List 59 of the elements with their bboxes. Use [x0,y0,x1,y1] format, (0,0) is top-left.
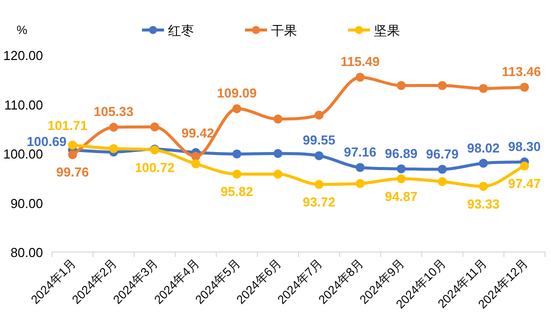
y-tick-label: 90.00 [10,196,43,211]
point [396,81,406,90]
point [356,72,365,82]
data-label: 95.82 [220,184,254,200]
point [68,150,78,160]
data-label: 99.76 [56,164,89,180]
point [273,149,282,158]
point [191,159,200,168]
y-axis-title: % [16,23,28,37]
point [68,140,78,150]
legend-label: 干果 [271,23,297,38]
data-label: 101.71 [48,118,88,134]
point [314,110,324,120]
point [232,104,242,114]
point [356,179,365,188]
y-tick-label: 100.00 [3,146,43,162]
point [109,144,118,154]
data-label: 94.87 [384,188,418,204]
point [109,122,118,132]
point [191,152,200,161]
data-label: 97.16 [344,144,376,160]
data-label: 99.42 [182,125,214,140]
point [232,170,242,179]
data-label: 96.89 [384,146,418,161]
point [273,114,282,124]
data-label: 99.55 [302,132,336,148]
point [356,162,365,172]
point [314,151,324,160]
data-label: 115.49 [340,54,380,70]
data-label: 93.72 [302,194,336,210]
point [396,164,406,174]
legend-label: 红枣 [168,23,194,38]
point [478,84,488,93]
point [232,149,242,158]
data-label: 98.30 [508,138,541,154]
data-label: 96.79 [426,146,459,162]
point [520,82,529,92]
data-label: 113.46 [502,64,541,80]
y-tick-label: 120.00 [3,48,43,63]
point [438,164,447,174]
y-tick-label: 80.00 [10,245,43,260]
point [438,81,447,90]
data-label: 100.72 [134,160,175,175]
point [478,182,488,191]
data-label: 105.33 [94,104,134,120]
point [150,122,160,132]
data-label: 109.09 [216,86,257,101]
data-label: 97.47 [508,176,541,191]
point [314,180,324,189]
legend-label: 坚果 [374,23,400,38]
data-label: 98.02 [467,140,500,156]
y-tick-label: 110.00 [4,97,43,112]
point [396,174,406,184]
point [478,158,488,168]
point [520,161,529,170]
data-label: 100.69 [26,134,67,150]
point [273,170,282,179]
data-label: 93.33 [467,196,500,212]
point [438,177,447,186]
